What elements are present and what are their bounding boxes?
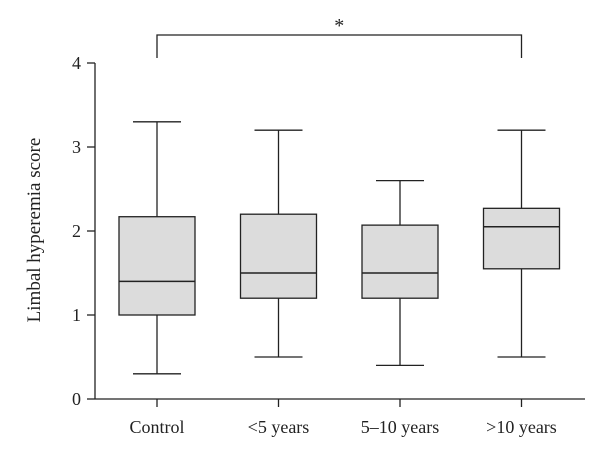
y-tick-label: 2 [72,221,81,241]
y-axis-title: Limbal hyperemia score [24,138,45,323]
box-iqr [239,213,318,299]
x-category-label: <5 years [248,417,310,437]
y-tick-label: 3 [72,137,81,157]
box-1 [118,121,196,375]
boxes-group [118,121,561,375]
significance-group: * [156,15,523,58]
box-iqr [361,224,439,299]
y-tick-label: 4 [72,53,81,73]
x-category-label: 5–10 years [361,417,439,437]
significance-bracket [156,34,523,58]
y-tick-label: 0 [72,389,81,409]
box-2 [239,129,318,358]
significance-marker: * [334,15,344,37]
y-axis: 0 1 2 3 4 [72,53,96,409]
box-iqr [118,216,196,316]
y-tick-label: 1 [72,305,81,325]
box-3 [361,179,439,367]
x-category-label: >10 years [486,417,557,437]
box-iqr [482,207,561,270]
box-4 [482,129,561,358]
x-axis: Control <5 years 5–10 years >10 years [95,398,585,437]
x-category-label: Control [129,417,184,437]
